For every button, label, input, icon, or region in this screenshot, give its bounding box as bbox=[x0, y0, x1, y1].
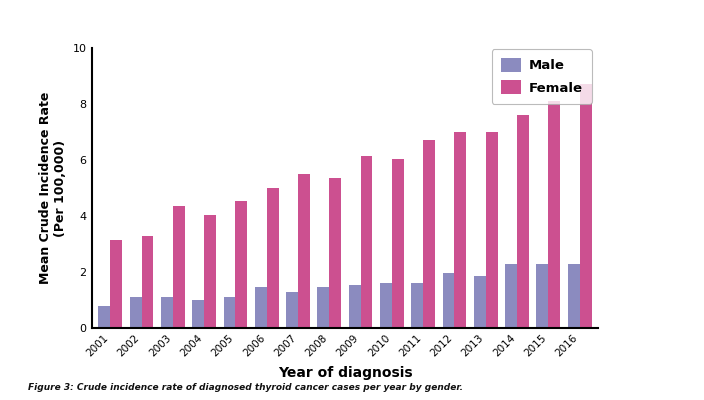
Bar bbox=[360, 156, 372, 328]
Bar bbox=[192, 300, 204, 328]
Bar bbox=[267, 188, 279, 328]
Bar bbox=[224, 297, 235, 328]
Bar bbox=[505, 264, 517, 328]
Bar bbox=[161, 297, 173, 328]
Bar bbox=[318, 287, 329, 328]
Bar bbox=[443, 274, 455, 328]
Bar bbox=[423, 140, 435, 328]
Bar bbox=[548, 101, 560, 328]
Bar bbox=[579, 84, 591, 328]
Bar bbox=[517, 115, 529, 328]
Bar bbox=[486, 132, 498, 328]
Bar bbox=[204, 214, 216, 328]
Bar bbox=[111, 240, 122, 328]
Legend: Male, Female: Male, Female bbox=[491, 49, 592, 104]
Bar bbox=[99, 306, 111, 328]
Bar bbox=[286, 292, 298, 328]
Bar bbox=[235, 201, 247, 328]
Bar bbox=[329, 178, 341, 328]
Bar bbox=[567, 264, 579, 328]
Bar bbox=[348, 285, 360, 328]
Text: Figure 3: Crude incidence rate of diagnosed thyroid cancer cases per year by gen: Figure 3: Crude incidence rate of diagno… bbox=[28, 383, 463, 392]
Bar bbox=[130, 297, 142, 328]
Bar bbox=[474, 276, 486, 328]
Bar bbox=[142, 236, 153, 328]
Bar bbox=[455, 132, 466, 328]
Bar bbox=[392, 159, 404, 328]
Bar bbox=[173, 206, 184, 328]
Bar bbox=[298, 174, 310, 328]
Bar bbox=[411, 283, 423, 328]
Bar bbox=[380, 283, 392, 328]
Bar bbox=[255, 287, 267, 328]
X-axis label: Year of diagnosis: Year of diagnosis bbox=[277, 366, 413, 380]
Bar bbox=[536, 264, 548, 328]
Y-axis label: Mean Crude Incidence Rate
(Per 100,000): Mean Crude Incidence Rate (Per 100,000) bbox=[39, 92, 67, 284]
